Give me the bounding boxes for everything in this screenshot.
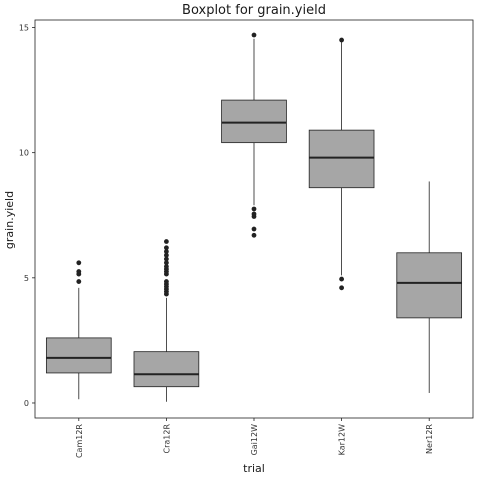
outlier-point bbox=[251, 32, 257, 38]
box-ner12r bbox=[396, 181, 463, 393]
x-tick-label: Cra12R bbox=[162, 424, 171, 454]
outlier-point bbox=[164, 256, 169, 262]
iqr-box bbox=[221, 99, 287, 144]
outlier-point bbox=[339, 285, 344, 291]
y-tick-label: 10 bbox=[19, 149, 29, 158]
outlier-point bbox=[76, 279, 82, 284]
y-tick-label: 15 bbox=[19, 24, 29, 33]
y-axis: 0 5 10 15 bbox=[19, 24, 35, 408]
box-cam12r bbox=[45, 260, 112, 400]
outlier-point bbox=[339, 276, 344, 282]
x-tick-label: Ner12R bbox=[425, 424, 434, 454]
outlier-point bbox=[339, 37, 344, 43]
x-axis: Cam12R Cra12R Gai12W Kar12W Ner12R bbox=[75, 418, 434, 458]
y-tick-label: 5 bbox=[24, 274, 29, 283]
y-tick-label: 0 bbox=[24, 399, 29, 408]
y-axis-title: grain.yield bbox=[3, 191, 16, 249]
x-axis-title: trial bbox=[243, 462, 265, 475]
iqr-box bbox=[396, 252, 463, 319]
x-tick-label: Kar12W bbox=[338, 424, 347, 455]
outlier-point bbox=[164, 252, 169, 258]
outlier-point bbox=[251, 211, 257, 217]
outlier-point bbox=[251, 206, 257, 212]
box-gai12w bbox=[221, 32, 287, 238]
outlier-point bbox=[164, 279, 169, 284]
outlier-point bbox=[164, 245, 169, 251]
iqr-box bbox=[133, 351, 200, 388]
box-kar12w bbox=[308, 37, 375, 291]
outlier-point bbox=[251, 232, 257, 238]
boxes-layer bbox=[45, 32, 463, 402]
outlier-point bbox=[76, 269, 82, 274]
outlier-point bbox=[251, 226, 257, 232]
outlier-point bbox=[76, 260, 82, 266]
outlier-point bbox=[164, 264, 169, 269]
chart-title: Boxplot for grain.yield bbox=[182, 3, 326, 18]
outlier-point bbox=[164, 249, 169, 254]
iqr-box bbox=[45, 337, 112, 374]
x-tick-label: Gai12W bbox=[250, 424, 259, 456]
box-cra12r bbox=[133, 239, 200, 402]
outlier-point bbox=[164, 260, 169, 266]
x-tick-label: Cam12R bbox=[75, 424, 84, 458]
iqr-box bbox=[308, 129, 375, 189]
outlier-point bbox=[164, 239, 169, 244]
